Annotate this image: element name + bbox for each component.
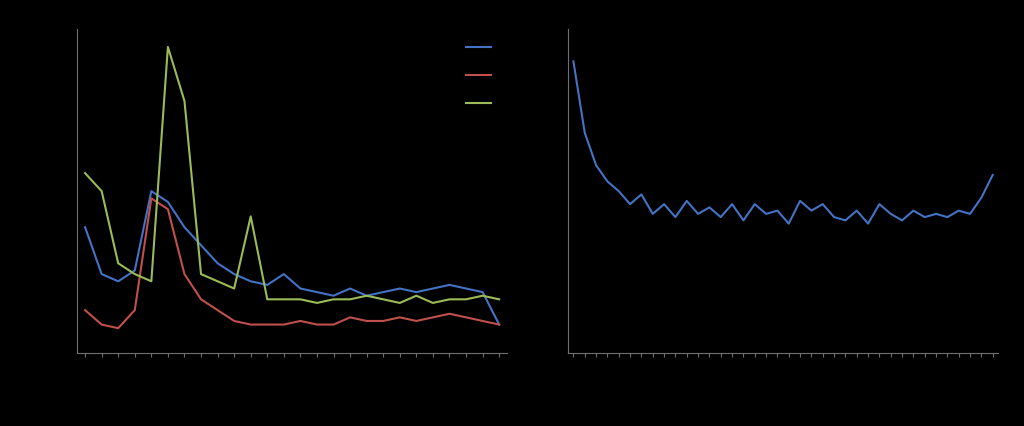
- Legend: , , : , ,: [460, 36, 501, 118]
